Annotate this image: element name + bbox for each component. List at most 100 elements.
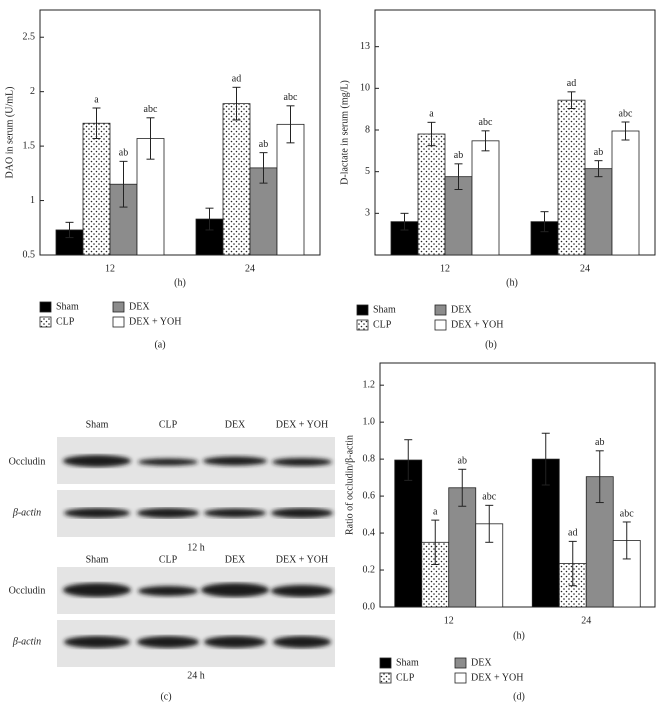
legend-label: Sham — [396, 657, 419, 668]
caption: (d) — [513, 691, 525, 702]
y-tick-label: 1.0 — [363, 416, 376, 427]
y-axis-label: DAO in serum (U/mL) — [4, 87, 15, 179]
y-axis-label: D-lactate in serum (mg/L) — [339, 80, 350, 185]
y-tick-label: 1.5 — [23, 140, 36, 151]
bar — [276, 123, 305, 256]
x-axis-label: (h) — [506, 277, 518, 288]
lane-label: DEX — [225, 419, 246, 430]
error-bar — [594, 160, 603, 178]
bar — [394, 459, 423, 608]
row-label: Occludin — [9, 456, 46, 467]
bar — [471, 140, 500, 256]
error-bar — [541, 432, 550, 486]
legend-swatch — [379, 657, 392, 669]
y-tick-label: 0.5 — [23, 249, 36, 260]
x-tick-label: 24 — [581, 615, 591, 626]
error-bar — [404, 439, 413, 481]
y-tick-label: 8 — [365, 124, 370, 135]
significance-letter: ab — [259, 139, 268, 150]
legend-swatch — [39, 316, 52, 328]
bar — [584, 168, 613, 256]
legend-label: Sham — [56, 301, 79, 312]
x-axis-label: (h) — [513, 630, 525, 641]
error-bar — [485, 504, 494, 543]
caption: (c) — [160, 691, 171, 702]
legend-swatch — [112, 301, 125, 313]
x-axis-label: (h) — [174, 277, 186, 288]
legend-label: DEX — [471, 657, 492, 668]
error-bar — [431, 519, 440, 565]
error-bar — [427, 121, 436, 147]
significance-letter: ad — [232, 74, 241, 85]
row-label: Occludin — [9, 585, 46, 596]
error-bar — [232, 86, 241, 121]
lane-label: DEX + YOH — [276, 419, 329, 430]
y-axis-label: Ratio of occludin/β-actin — [344, 435, 355, 535]
error-bar — [622, 521, 631, 560]
y-tick-label: 0.6 — [363, 490, 376, 501]
lane-label: DEX + YOH — [276, 554, 329, 565]
significance-letter: ab — [119, 148, 128, 159]
legend-swatch — [356, 304, 369, 316]
lane-label: Sham — [86, 419, 109, 430]
row-label: β-actin — [12, 507, 41, 518]
error-bar — [540, 211, 549, 233]
significance-letter: ab — [594, 147, 603, 158]
bar — [557, 99, 586, 256]
significance-letter: ab — [458, 456, 467, 467]
significance-letter: abc — [284, 92, 298, 103]
error-bar — [205, 207, 214, 231]
lane-label: Sham — [86, 554, 109, 565]
legend-label: CLP — [396, 672, 415, 683]
error-bar — [595, 450, 604, 504]
y-tick-label: 1.2 — [363, 379, 376, 390]
x-tick-label: 24 — [580, 263, 590, 274]
plot-frame — [379, 362, 656, 608]
caption: (a) — [154, 339, 165, 350]
significance-letter: a — [94, 94, 99, 105]
error-bar — [65, 221, 74, 239]
legend-swatch — [379, 672, 392, 684]
significance-letter: ad — [567, 78, 576, 89]
y-tick-label: 1 — [30, 195, 35, 206]
lane-label: CLP — [159, 419, 178, 430]
bar — [82, 122, 111, 256]
y-tick-label: 0.8 — [363, 453, 376, 464]
bar — [611, 130, 640, 256]
legend-label: DEX + YOH — [451, 319, 504, 330]
x-tick-label: 24 — [245, 263, 255, 274]
error-bar — [567, 91, 576, 109]
error-bar — [259, 152, 268, 184]
error-bar — [119, 160, 128, 208]
legend-swatch — [356, 319, 369, 331]
significance-letter: a — [433, 506, 438, 517]
bar — [195, 218, 224, 256]
y-tick-label: 0.0 — [363, 601, 376, 612]
bar — [417, 133, 446, 256]
time-label: 12 h — [187, 542, 205, 553]
legend-label: CLP — [56, 316, 75, 327]
legend-label: CLP — [373, 319, 392, 330]
y-tick-label: 0.4 — [363, 527, 376, 538]
error-bar — [481, 130, 490, 152]
error-bar — [621, 121, 630, 141]
y-tick-label: 5 — [365, 166, 370, 177]
error-bar — [454, 163, 463, 190]
y-tick-label: 0.2 — [363, 564, 376, 575]
row-label: β-actin — [12, 636, 41, 647]
y-tick-label: 2 — [30, 86, 35, 97]
legend-label: DEX + YOH — [471, 672, 524, 683]
legend-label: DEX + YOH — [129, 316, 182, 327]
error-bar — [458, 468, 467, 507]
y-tick-label: 10 — [360, 83, 370, 94]
y-tick-label: 13 — [360, 41, 370, 52]
western-blot: Sham CLP DEX DEX + YOH Occludin β-actin … — [9, 419, 335, 702]
y-tick-label: 3 — [365, 208, 370, 219]
y-tick-label: 2.5 — [23, 32, 36, 43]
legend-label: Sham — [373, 304, 396, 315]
error-bar — [92, 107, 101, 139]
time-label: 24 h — [187, 670, 205, 681]
significance-letter: ab — [454, 150, 463, 161]
legend-swatch — [454, 657, 467, 669]
